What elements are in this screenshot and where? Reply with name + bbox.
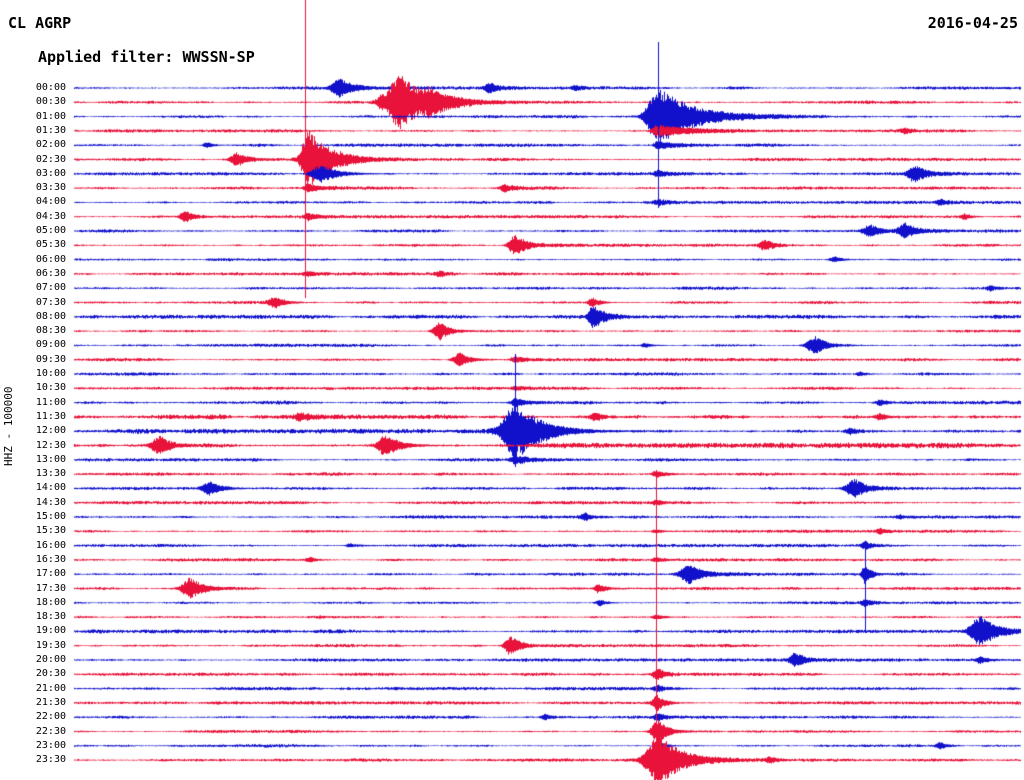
time-label: 13:00	[35, 453, 66, 465]
time-label: 19:30	[35, 639, 66, 651]
time-label: 17:00	[35, 568, 66, 580]
time-label: 12:00	[35, 425, 66, 437]
time-label: 16:00	[35, 539, 66, 551]
time-label: 21:30	[35, 696, 66, 708]
time-label: 15:30	[35, 525, 66, 537]
time-label: 07:00	[35, 282, 66, 294]
time-label: 06:00	[35, 253, 66, 265]
time-label: 23:30	[35, 754, 66, 766]
time-label: 17:30	[35, 582, 66, 594]
time-label: 01:30	[35, 124, 66, 136]
time-label: 20:30	[35, 668, 66, 680]
time-label: 07:30	[35, 296, 66, 308]
time-label: 14:00	[35, 482, 66, 494]
time-label: 11:30	[35, 410, 66, 422]
time-label: 00:30	[35, 96, 66, 108]
time-label: 14:30	[35, 496, 66, 508]
time-label: 10:00	[35, 368, 66, 379]
time-label: 09:30	[35, 353, 66, 365]
time-label: 08:30	[35, 325, 66, 337]
time-label: 18:30	[35, 611, 66, 623]
station-code: CL AGRP	[8, 14, 72, 32]
time-label: 02:00	[35, 139, 66, 151]
time-label: 11:00	[35, 396, 66, 408]
time-label: 04:30	[35, 210, 66, 222]
time-label: 05:30	[35, 239, 66, 251]
time-label: 13:30	[35, 468, 66, 480]
time-label: 20:00	[35, 654, 66, 665]
time-label: 16:30	[35, 553, 66, 565]
time-axis: 00:00 00:30 01:00 01:30 02:00 02:30 03:00 03:30…	[0, 0, 70, 780]
time-label: 12:30	[35, 439, 66, 451]
time-label: 15:00	[35, 511, 66, 522]
time-label: 06:30	[35, 267, 66, 279]
time-label: 22:30	[35, 725, 66, 737]
time-label: 05:00	[35, 225, 66, 236]
time-label: 21:00	[35, 682, 66, 694]
record-date: 2016-04-25	[927, 14, 1018, 32]
time-label: 00:00	[35, 82, 66, 93]
time-label: 01:00	[35, 110, 66, 122]
time-label: 04:00	[35, 196, 66, 208]
time-label: 03:30	[35, 182, 66, 194]
time-label: 10:30	[35, 382, 66, 394]
time-label: 19:00	[35, 625, 66, 637]
applied-filter-label: Applied filter: WWSSN-SP	[38, 48, 255, 66]
time-label: 08:00	[35, 310, 66, 322]
time-label: 23:00	[35, 739, 66, 751]
time-label: 22:00	[35, 711, 66, 723]
time-label: 09:00	[35, 339, 66, 351]
time-label: 02:30	[35, 153, 66, 165]
time-label: 18:00	[35, 596, 66, 608]
time-label: 03:00	[35, 167, 66, 179]
